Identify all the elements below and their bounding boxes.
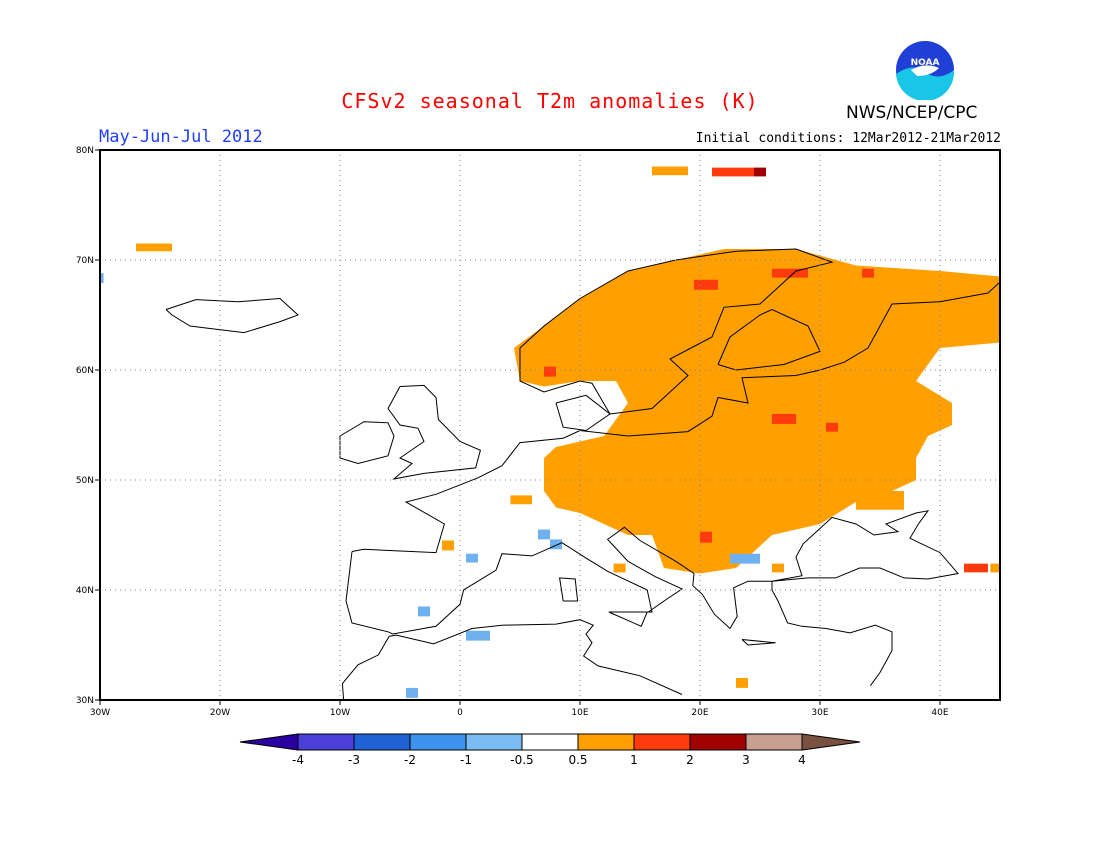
colorbar: -4 -3 -2 -1 -0.5 0.5 1 2 3 4 [239,733,861,767]
anomaly-region [613,563,626,573]
lat-tick-label: 40N [76,586,94,596]
anomaly-region [856,491,904,510]
colorbar-swatch [465,733,523,751]
colorbar-swatch [409,733,467,751]
colorbar-swatch [353,733,411,751]
coastline [717,308,821,371]
agency-label: NWS/NCEP/CPC [846,103,978,123]
coastline [345,526,893,686]
colorbar-label: -4 [292,753,304,767]
anomaly-region [406,687,418,698]
anomaly-region [964,563,988,573]
coastline [341,619,683,700]
colorbar-label: 2 [686,753,694,767]
anomaly-region [826,422,838,432]
lon-tick-label: 20W [210,708,230,718]
colorbar-label: 1 [630,753,638,767]
anomaly-region [730,553,760,564]
logo-text: NOAA [911,58,940,68]
colorbar-label: -0.5 [510,753,533,767]
colorbar-swatch [745,733,803,751]
colorbar-label: -3 [348,753,360,767]
anomaly-region [694,279,718,290]
anomaly-region [754,167,766,177]
lat-tick-label: 60N [76,366,94,376]
anomaly-region [136,243,172,252]
coastline-layer [165,248,1000,700]
colorbar-swatch [633,733,691,751]
anomaly-region [550,539,562,550]
grid-layer [100,150,1000,700]
lon-tick-label: 40E [931,708,948,718]
lat-tick-label: 30N [76,696,94,706]
anomaly-region [736,678,748,688]
anomaly-region [772,414,796,424]
colorbar-label: 0.5 [568,753,587,767]
anomaly-region [466,553,478,563]
coastline [608,611,648,627]
chart-title: CFSv2 seasonal T2m anomalies (K) [341,89,759,113]
lon-tick-label: 10E [571,708,588,718]
coastline [387,384,481,480]
anomaly-region [700,531,712,543]
coastline [555,394,611,432]
anomaly-region [544,366,556,377]
colorbar-label: 3 [742,753,750,767]
anomaly-region [510,495,532,505]
colorbar-swatch [689,733,747,751]
anomaly-region [538,529,550,540]
anomaly-region [862,268,874,278]
anomaly-region [418,606,430,617]
anomaly-region [772,563,784,573]
anomaly-region [712,167,754,177]
initial-conditions-label: Initial conditions: 12Mar2012-21Mar2012 [695,131,1001,146]
coastline [519,248,834,415]
anomaly-region [990,563,1000,573]
lat-tick-label: 80N [76,146,94,156]
colorbar-label: 4 [798,753,806,767]
colorbar-high-arrow [801,733,861,751]
lon-tick-label: 30W [90,708,110,718]
colorbar-swatch [577,733,635,751]
colorbar-swatch [297,733,355,751]
noaa-logo-icon: NOAA [896,41,955,100]
colorbar-label: -1 [460,753,472,767]
lat-tick-label: 70N [76,256,94,266]
anomaly-region [442,540,454,551]
anomaly-layer [100,166,1000,698]
coastline [559,577,579,602]
coastline [771,510,959,582]
coastline [165,297,299,334]
lon-tick-label: 30E [811,708,828,718]
anomaly-region [652,166,688,176]
coastline [351,281,1000,554]
colorbar-swatch [521,733,579,751]
lon-tick-label: 0 [457,708,463,718]
anomaly-region [466,630,490,641]
anomaly-region [772,268,808,278]
colorbar-low-arrow [239,733,299,751]
colorbar-label: -2 [404,753,416,767]
season-label: May-Jun-Jul 2012 [99,127,263,147]
lon-tick-label: 20E [691,708,708,718]
tick-layer: 30W 20W 10W 0 10E 20E 30E 40E 30N 40N 50N 60N 70N 80N [76,146,949,718]
lon-tick-label: 10W [330,708,350,718]
map-frame [99,149,1001,701]
lat-tick-label: 50N [76,476,94,486]
coastline [339,421,395,465]
coastline [741,639,776,646]
